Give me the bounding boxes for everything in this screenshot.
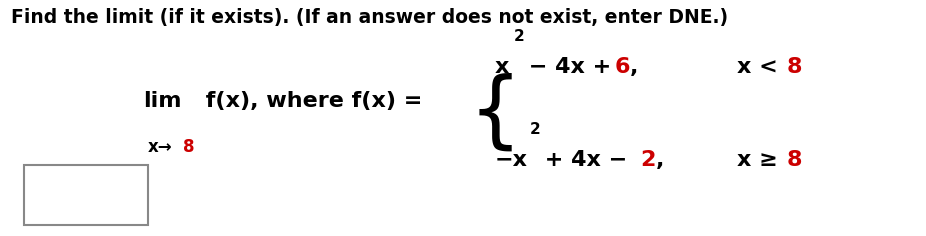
Text: x <: x < bbox=[737, 57, 786, 77]
Text: −x: −x bbox=[494, 150, 528, 170]
Text: 8: 8 bbox=[787, 150, 803, 170]
Text: 8: 8 bbox=[182, 138, 194, 156]
Text: x ≥: x ≥ bbox=[737, 150, 786, 170]
Text: f(x), where f(x) =: f(x), where f(x) = bbox=[198, 91, 423, 110]
Text: Find the limit (if it exists). (If an answer does not exist, enter DNE.): Find the limit (if it exists). (If an an… bbox=[10, 8, 728, 27]
Text: x→: x→ bbox=[148, 138, 172, 156]
Text: ,: , bbox=[631, 57, 639, 77]
Text: 2: 2 bbox=[530, 122, 540, 137]
Text: 6: 6 bbox=[615, 57, 630, 77]
Text: lim: lim bbox=[144, 91, 181, 110]
Text: 2: 2 bbox=[514, 29, 524, 44]
Text: + 4x −: + 4x − bbox=[537, 150, 634, 170]
Text: {: { bbox=[469, 73, 522, 154]
Text: 2: 2 bbox=[640, 150, 656, 170]
Text: − 4x +: − 4x + bbox=[521, 57, 619, 77]
FancyBboxPatch shape bbox=[24, 165, 148, 225]
Text: ,: , bbox=[656, 150, 664, 170]
Text: x: x bbox=[494, 57, 509, 77]
Text: 8: 8 bbox=[787, 57, 803, 77]
